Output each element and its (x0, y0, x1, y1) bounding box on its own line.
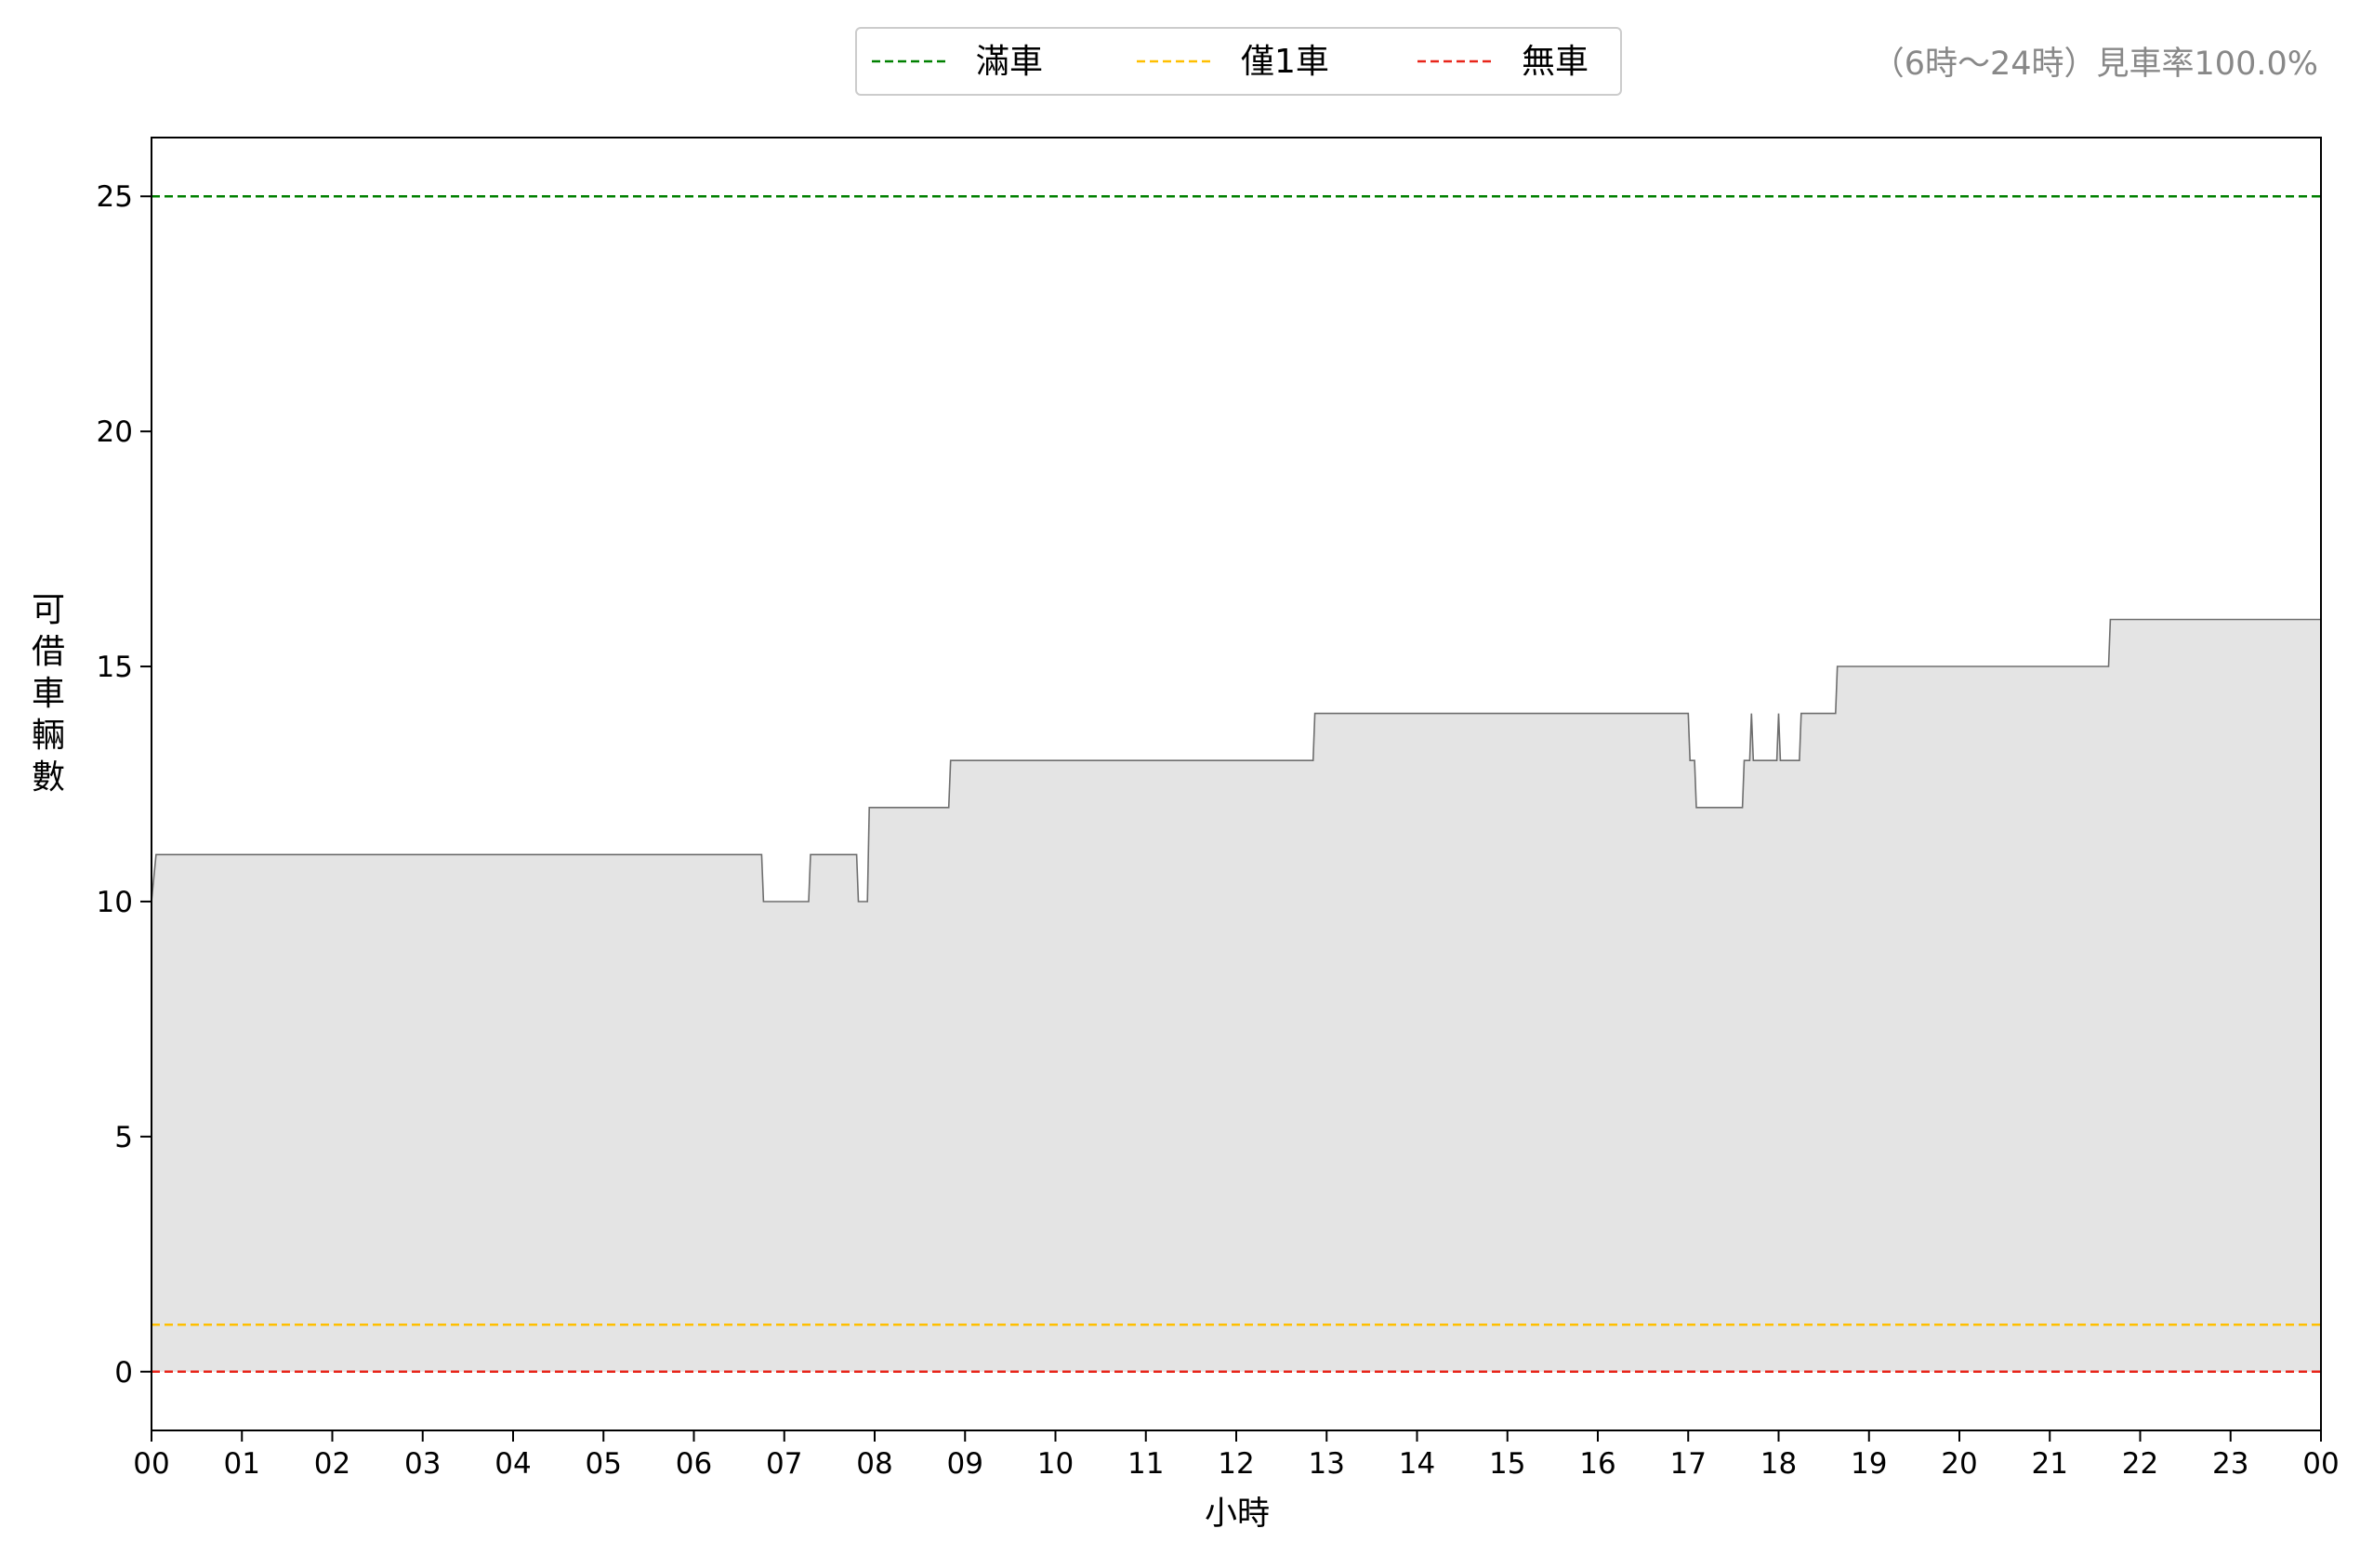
y-tick-label: 25 (97, 180, 133, 214)
x-tick-label: 11 (1127, 1447, 1164, 1481)
x-tick-label: 02 (314, 1447, 350, 1481)
legend-label: 僅1車 (1241, 43, 1329, 81)
view-rate-annotation: （6時～24時）見車率100.0% (1872, 46, 2318, 83)
x-tick-label: 00 (133, 1447, 169, 1481)
x-tick-label: 14 (1399, 1447, 1435, 1481)
y-tick-label: 0 (114, 1356, 133, 1390)
x-tick-label: 19 (1851, 1447, 1887, 1481)
x-tick-label: 23 (2212, 1447, 2248, 1481)
x-tick-label: 18 (1760, 1447, 1797, 1481)
legend-box (855, 27, 1622, 96)
x-tick-label: 06 (676, 1447, 712, 1481)
x-tick-label: 16 (1579, 1447, 1615, 1481)
plot-area (151, 618, 2321, 1372)
y-axis-label-char: 車 (32, 675, 65, 713)
y-axis-label-char: 數 (32, 758, 65, 797)
y-tick-label: 5 (114, 1121, 133, 1154)
x-axis-label: 小時 (1205, 1496, 1270, 1533)
x-tick-label: 03 (404, 1447, 441, 1481)
x-tick-label: 08 (856, 1447, 892, 1481)
x-tick-label: 10 (1037, 1447, 1074, 1481)
y-tick-label: 10 (97, 886, 133, 919)
legend-label: 無車 (1522, 43, 1589, 81)
x-axis-ticks: 00 01 02 03 04 05 06 07 08 09 10 11 12 13 14 15 16 17 18 19… (133, 1430, 2340, 1481)
x-tick-label: 07 (766, 1447, 802, 1481)
series-line (151, 618, 2321, 903)
reference-lines (152, 194, 2321, 1374)
x-tick-label: 13 (1309, 1447, 1345, 1481)
series-area-fill (152, 619, 2321, 1372)
y-axis-label-char: 輛 (32, 717, 65, 755)
legend-label: 滿車 (976, 43, 1043, 81)
x-tick-label: 15 (1489, 1447, 1525, 1481)
x-tick-label: 21 (2032, 1447, 2068, 1481)
y-axis-label-char: 可 (32, 591, 65, 629)
y-tick-label: 20 (97, 415, 133, 449)
x-tick-label: 17 (1670, 1447, 1707, 1481)
legend: 滿車 僅1車 無車 (855, 27, 1622, 96)
x-tick-label: 09 (947, 1447, 983, 1481)
y-tick-label: 15 (97, 651, 133, 684)
x-tick-label: 05 (586, 1447, 622, 1481)
x-tick-label: 22 (2122, 1447, 2158, 1481)
y-axis-ticks: 0 5 10 15 20 25 (97, 180, 152, 1390)
y-axis-label-char: 借 (32, 633, 65, 671)
x-tick-label: 12 (1218, 1447, 1254, 1481)
x-tick-label: 01 (224, 1447, 260, 1481)
x-tick-label: 20 (1941, 1447, 1977, 1481)
x-tick-label: 04 (494, 1447, 531, 1481)
x-tick-label: 00 (2302, 1447, 2339, 1481)
